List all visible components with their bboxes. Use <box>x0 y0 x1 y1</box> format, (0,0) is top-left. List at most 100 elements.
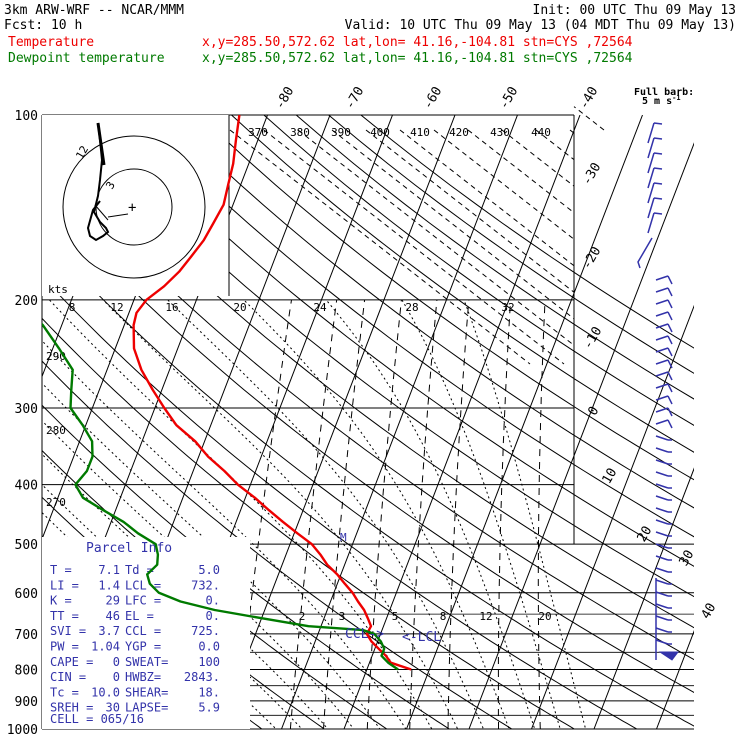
wind-barb <box>655 531 669 537</box>
hodograph: + <box>42 115 230 296</box>
parcel-value: 1.4 <box>98 578 120 592</box>
wind-barb <box>655 447 669 453</box>
pressure-tick-label: 1000 <box>7 723 38 738</box>
temperature-tick-label: 10 <box>600 466 621 487</box>
moist-adiabat-line <box>48 299 433 729</box>
wind-barb <box>655 395 669 401</box>
model-title: 3km ARW-WRF -- NCAR/MMM <box>4 3 184 18</box>
parcel-value: 1.04 <box>91 640 120 654</box>
dry-adiabat-line <box>69 115 694 598</box>
mixing-ratio-line <box>322 299 366 729</box>
parcel-value: 0 <box>113 655 120 669</box>
parcel-row: K = 29 LFC = 0. <box>50 594 220 608</box>
wind-barb <box>655 359 669 365</box>
parcel-key: Td = <box>125 563 154 577</box>
parcel-row: CIN = 0 HWBZ= 2843. <box>50 670 220 684</box>
wind-barbs <box>637 122 679 661</box>
theta-e-label: 400 <box>370 126 390 139</box>
dry-adiabat-line <box>328 115 694 374</box>
pressure-tick-label: 600 <box>15 587 38 602</box>
mixing-ratio-line <box>236 299 292 729</box>
parcel-key: T = <box>50 563 72 577</box>
hodograph-speed-tick: 32 <box>501 301 514 314</box>
moist-adiabat-line <box>243 299 510 729</box>
parcel-row: CAPE = 0 SWEAT= 100 <box>50 655 220 669</box>
theta-e-label: 430 <box>490 126 510 139</box>
wind-barb <box>655 495 669 501</box>
pressure-tick-label: 100 <box>15 109 38 124</box>
mixing-ratio-label: 20 <box>538 610 551 623</box>
wind-barb <box>647 197 655 219</box>
hodograph-speed-tick: 20 <box>233 301 246 314</box>
mixing-ratio-label: 5 <box>392 610 399 623</box>
parcel-key: CIN = <box>50 670 86 684</box>
hodograph-speed-unit: kts <box>48 283 68 296</box>
wind-barb <box>655 543 669 549</box>
init-time: Init: 00 UTC Thu 09 May 13 <box>533 3 737 18</box>
valid-time: Valid: 10 UTC Thu 09 May 13 (04 MDT Thu … <box>345 18 736 33</box>
wind-barb <box>637 237 653 269</box>
parcel-key: SWEAT= <box>125 655 168 669</box>
isotherm-line <box>406 115 643 729</box>
hodograph-speed-tick: 12 <box>110 301 123 314</box>
parcel-row: SREH = 30 LAPSE= 5.9 <box>50 701 220 715</box>
parcel-value: 10.0 <box>91 685 120 699</box>
wind-barb <box>655 299 669 305</box>
parcel-value: 46 <box>106 609 120 623</box>
parcel-value: 0. <box>206 609 220 623</box>
wind-barb <box>655 483 669 489</box>
temperature-tick-label: 0 <box>586 404 603 418</box>
pressure-tick-label: 500 <box>15 538 38 553</box>
wind-barb <box>655 347 669 353</box>
wind-barb <box>655 615 669 621</box>
temperature-tick-label: -70 <box>343 84 368 112</box>
temperature-profile-line <box>132 115 412 671</box>
temperature-tick-label: -50 <box>497 84 522 112</box>
parcel-key: SVI = <box>50 624 86 638</box>
wind-barb <box>647 167 655 189</box>
wind-barb <box>655 507 669 513</box>
wind-barb <box>655 603 669 609</box>
cell-motion: CELL = 065/16 <box>50 712 144 726</box>
parcel-value: 2843. <box>184 670 220 684</box>
mixing-ratio-label: 8 <box>440 610 447 623</box>
parcel-value: 5.9 <box>198 701 220 715</box>
moist-adiabat-line <box>325 299 536 729</box>
parcel-key: CAPE = <box>50 655 93 669</box>
wind-barb <box>647 137 655 159</box>
pressure-tick-label: 700 <box>15 628 38 643</box>
parcel-row: Tc = 10.0 SHEAR= 18. <box>50 685 220 699</box>
temperature-tick-label: 20 <box>635 524 656 545</box>
dry-adiabat-line <box>42 195 694 693</box>
wind-barb <box>655 371 669 377</box>
mixing-ratio-line <box>497 299 512 729</box>
parcel-value: 7.1 <box>98 563 120 577</box>
theta-e-label: 440 <box>531 126 551 139</box>
isotherm-line <box>218 115 456 729</box>
wind-barb <box>655 591 669 597</box>
parcel-value: 0 <box>113 670 120 684</box>
mixing-ratio-label: 2 <box>299 610 306 623</box>
moist-adiabat-line <box>42 453 329 729</box>
pressure-tick-label: 800 <box>15 663 38 678</box>
dry-adiabat-label: 280 <box>46 424 66 437</box>
dry-adiabat-line <box>101 115 694 567</box>
svg-text:+: + <box>128 200 136 216</box>
moist-adiabat-line <box>463 299 587 729</box>
pressure-tick-label: 900 <box>15 695 38 710</box>
parcel-key: LFC = <box>125 594 161 608</box>
temperature-tick-label: -40 <box>577 84 602 112</box>
barb-legend: Full barb: <box>634 87 694 98</box>
mixing-ratio-label: 3 <box>339 610 346 623</box>
wind-barb <box>655 471 669 477</box>
parcel-key: TT = <box>50 609 79 623</box>
temperature-location: x,y=285.50,572.62 lat,lon= 41.16,-104.81… <box>202 35 633 50</box>
parcel-key: SHEAR= <box>125 685 168 699</box>
dry-adiabat-line <box>295 115 694 400</box>
wind-barb <box>655 287 669 293</box>
dewpoint-legend: Dewpoint temperature <box>8 51 165 66</box>
hodograph-height-label: 12 <box>73 144 91 162</box>
parcel-key: YGP = <box>125 640 161 654</box>
temperature-tick-label: -30 <box>580 160 605 188</box>
wind-barb <box>655 579 669 585</box>
